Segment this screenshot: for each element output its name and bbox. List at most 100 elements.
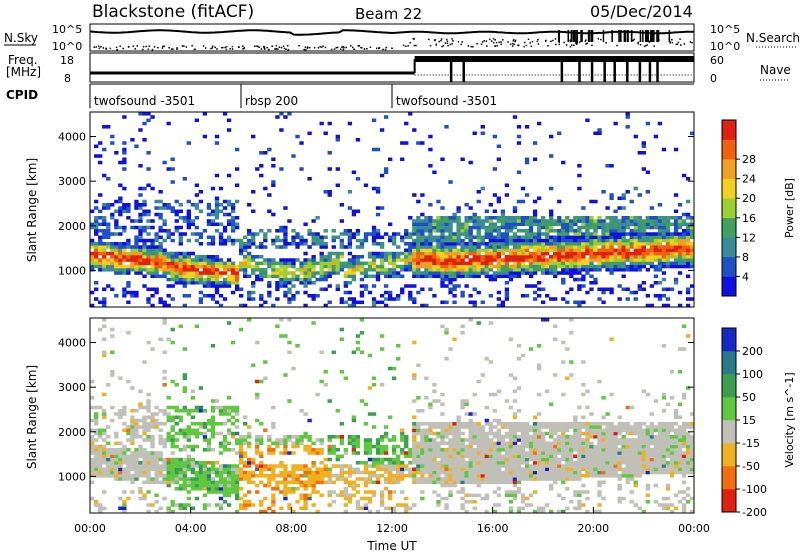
heatmap-cell: [508, 425, 514, 429]
heatmap-cell: [456, 222, 461, 227]
noise-search-point: [558, 41, 560, 43]
heatmap-cell: [166, 264, 171, 269]
heatmap-cell: [387, 467, 393, 472]
heatmap-cell: [234, 474, 240, 478]
heatmap-cell: [468, 448, 473, 452]
heatmap-cell: [154, 287, 159, 292]
heatmap-cell: [311, 477, 316, 481]
noise-search-point: [554, 38, 557, 40]
heatmap-cell: [689, 216, 695, 220]
heatmap-cell: [138, 248, 143, 253]
heatmap-cell: [162, 461, 167, 465]
heatmap-cell: [436, 235, 441, 240]
heatmap-cell: [351, 435, 357, 439]
heatmap-cell: [528, 448, 534, 452]
heatmap-cell: [158, 300, 163, 305]
heatmap-cell: [420, 464, 425, 468]
heatmap-cell: [234, 451, 240, 455]
heatmap-cell: [142, 496, 147, 501]
heatmap-cell: [383, 444, 389, 449]
noise-spike: [627, 30, 629, 42]
heatmap-cell: [496, 451, 502, 455]
heatmap-cell: [677, 303, 683, 308]
heatmap-cell: [452, 261, 457, 266]
heatmap-cell: [677, 255, 683, 259]
heatmap-cell: [363, 448, 369, 452]
heatmap-cell: [210, 399, 216, 403]
heatmap-cell: [484, 509, 489, 514]
heatmap-cell: [508, 506, 514, 511]
heatmap-cell: [339, 467, 344, 472]
heatmap-cell: [512, 216, 518, 220]
heatmap-cell: [206, 271, 212, 275]
heatmap-cell: [424, 422, 429, 426]
heatmap-cell: [275, 281, 280, 285]
heatmap-cell: [311, 264, 316, 269]
heatmap-cell: [528, 435, 534, 439]
heatmap-cell: [488, 480, 493, 485]
heatmap-cell: [311, 258, 316, 262]
heatmap-cell: [396, 271, 401, 275]
heatmap-cell: [561, 277, 566, 282]
heatmap-cell: [496, 268, 502, 272]
heatmap-cell: [436, 441, 441, 446]
noise-search-point: [148, 45, 150, 47]
heatmap-cell: [565, 248, 570, 253]
heatmap-cell: [170, 180, 175, 184]
heatmap-cell: [452, 268, 457, 272]
heatmap-cell: [605, 264, 610, 269]
noise-search-point: [689, 41, 692, 43]
heatmap-cell: [303, 281, 308, 285]
heatmap-cell: [681, 235, 687, 240]
heatmap-cell: [416, 457, 421, 462]
heatmap-cell: [436, 470, 441, 475]
heatmap-cell: [206, 448, 212, 452]
heatmap-cell: [617, 206, 622, 210]
heatmap-cell: [230, 435, 236, 439]
heatmap-cell: [524, 431, 530, 436]
heatmap-cell: [371, 261, 377, 266]
heatmap-cell: [142, 448, 147, 452]
heatmap-cell: [404, 235, 409, 240]
heatmap-cell: [456, 225, 461, 230]
heatmap-cell: [303, 467, 308, 472]
heatmap-cell: [247, 242, 252, 246]
heatmap-cell: [363, 444, 369, 449]
heatmap-cell: [387, 290, 393, 295]
heatmap-cell: [247, 503, 252, 507]
heatmap-cell: [210, 487, 216, 491]
heatmap-cell: [198, 242, 204, 246]
heatmap-cell: [226, 467, 232, 472]
heatmap-cell: [516, 216, 522, 220]
heatmap-cell: [162, 222, 167, 227]
heatmap-cell: [134, 290, 139, 295]
heatmap-cell: [271, 422, 276, 426]
heatmap-cell: [102, 222, 107, 227]
heatmap-cell: [641, 281, 646, 285]
heatmap-cell: [110, 134, 115, 139]
heatmap-cell: [516, 274, 522, 279]
noise-search-point: [461, 41, 463, 43]
heatmap-cell: [307, 261, 312, 266]
heatmap-cell: [170, 277, 175, 282]
noise-search-point: [341, 46, 343, 48]
heatmap-cell: [106, 383, 111, 387]
heatmap-cell: [182, 177, 187, 181]
heatmap-cell: [335, 435, 340, 439]
heatmap-cell: [347, 245, 353, 249]
heatmap-cell: [106, 454, 111, 459]
heatmap-cell: [589, 235, 594, 240]
heatmap-cell: [432, 431, 437, 436]
heatmap-cell: [218, 238, 224, 243]
heatmap-cell: [689, 219, 695, 223]
heatmap-cell: [520, 238, 526, 243]
heatmap-cell: [565, 258, 570, 262]
heatmap-cell: [665, 248, 671, 253]
heatmap-cell: [408, 454, 413, 459]
heatmap-cell: [396, 477, 401, 481]
heatmap-cell: [484, 258, 489, 262]
heatmap-cell: [577, 261, 582, 266]
heatmap-cell: [685, 290, 691, 295]
heatmap-cell: [452, 287, 457, 292]
heatmap-cell: [194, 324, 200, 329]
